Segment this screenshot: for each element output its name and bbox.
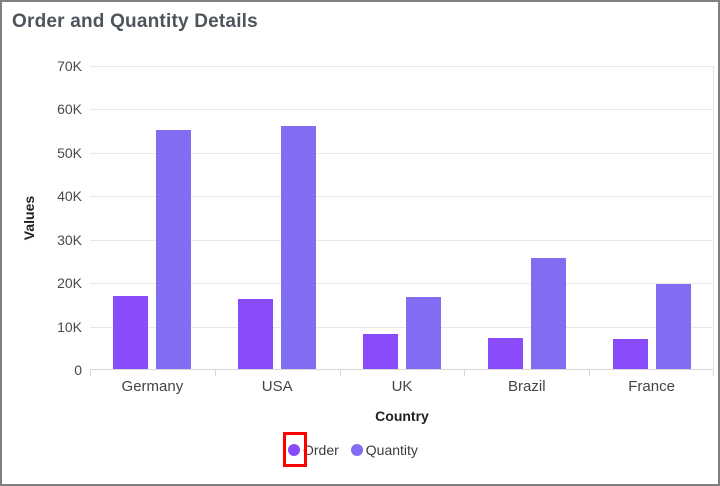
plot-area [90,66,714,376]
legend-item-quantity[interactable]: Quantity [350,442,418,458]
x-axis-tick-mark [339,370,341,376]
quantity-legend-marker-icon[interactable] [350,444,363,456]
bar-quantity-brazil[interactable] [530,258,566,369]
plot-right-border [713,66,714,370]
bar-order-uk[interactable] [363,334,398,369]
bar-quantity-france[interactable] [655,284,691,369]
x-axis-tick-mark [214,370,216,376]
bar-order-usa[interactable] [238,298,274,369]
gridline [90,109,714,111]
order-legend-marker-icon[interactable] [288,444,300,456]
bar-order-germany[interactable] [113,296,149,369]
y-axis-tick-label: 30K [57,231,82,248]
y-axis-tick-label: 40K [57,188,82,205]
bar-quantity-germany[interactable] [156,130,192,369]
legend: Order Quantity [288,442,418,458]
x-axis-title: Country [375,408,429,424]
y-axis-tick-label: 60K [57,101,82,118]
x-axis-tick-label: USA [261,378,293,395]
gridline [90,66,714,67]
x-axis-tick-label: Germany [121,378,184,395]
y-axis-tick-label: 10K [57,318,82,335]
y-axis-tick-label: 20K [57,275,82,292]
legend-label-quantity: Quantity [365,442,418,458]
gridline [90,239,714,241]
bar-quantity-uk[interactable] [406,297,441,369]
y-axis-tick-label: 70K [57,58,82,74]
x-axis-tick-label: Brazil [508,378,546,395]
x-axis-tick-mark [713,370,714,376]
x-axis-tick-mark [464,370,466,376]
x-axis-tick-label: France [628,378,675,395]
gridline [90,283,714,285]
gridline [90,196,714,198]
y-axis-tick-label: 50K [57,144,82,161]
x-axis-line [90,369,714,370]
y-axis-tick-label: 0 [74,362,82,378]
x-axis-tick-mark [90,370,91,376]
gridline [90,326,714,328]
bar-order-france[interactable] [612,339,648,369]
bar-quantity-usa[interactable] [281,125,317,369]
legend-label-order: Order [303,442,339,458]
x-axis-tick-label: UK [391,378,413,395]
chart-title: Order and Quantity Details [12,11,258,32]
x-axis-tick-mark [589,370,591,376]
gridline [90,152,714,154]
bar-order-brazil[interactable] [487,337,523,369]
legend-item-order[interactable]: Order [288,442,339,458]
